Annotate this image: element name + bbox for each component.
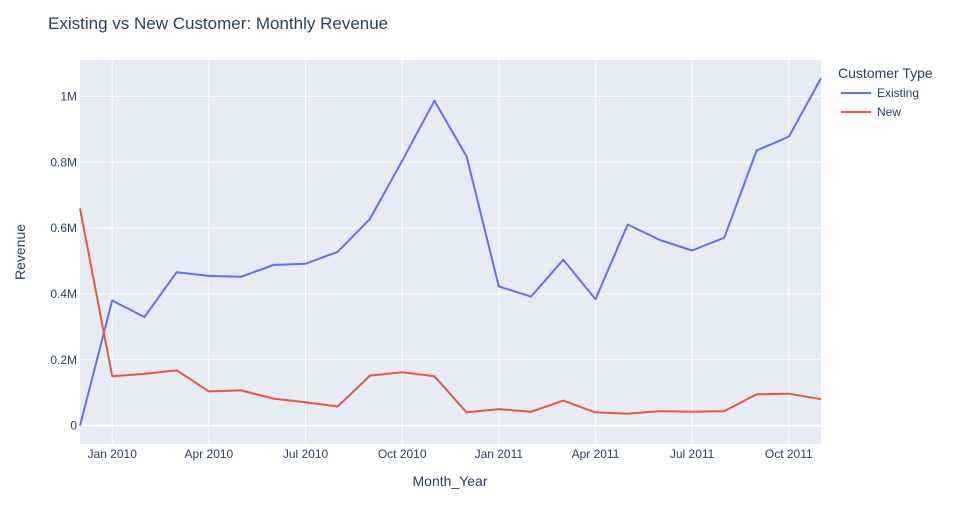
- legend: Customer Type Existing New: [838, 65, 933, 119]
- x-tick-label: Jul 2011: [670, 447, 715, 461]
- y-gridlines: [80, 96, 821, 427]
- y-axis-title: Revenue: [12, 224, 28, 280]
- legend-label: Existing: [877, 86, 919, 100]
- y-tick-labels: 0 0.2M 0.4M 0.6M 0.8M 1M: [50, 90, 77, 433]
- series-line-new: [79, 208, 822, 415]
- y-tick-label: 0: [70, 419, 77, 433]
- x-tick-label: Jan 2011: [475, 447, 524, 461]
- x-tick-labels: Jan 2010 Apr 2010 Jul 2010 Oct 2010 Jan 2011…: [88, 447, 813, 461]
- x-tick-label: Oct 2011: [765, 447, 813, 461]
- y-tick-label: 0.6M: [50, 221, 77, 235]
- series-line-existing: [79, 77, 822, 426]
- x-tick-label: Apr 2011: [572, 447, 620, 461]
- x-axis-title: Month_Year: [413, 473, 488, 489]
- x-tick-label: Jul 2010: [283, 447, 329, 461]
- y-tick-label: 0.8M: [50, 155, 77, 169]
- series-lines: [79, 77, 822, 426]
- legend-item-existing[interactable]: Existing: [841, 86, 919, 100]
- x-tick-label: Oct 2010: [378, 447, 427, 461]
- legend-title: Customer Type: [838, 65, 933, 81]
- x-gridlines: [111, 60, 790, 444]
- chart-title: Existing vs New Customer: Monthly Revenu…: [48, 14, 388, 33]
- legend-item-new[interactable]: New: [841, 105, 901, 119]
- y-tick-label: 0.2M: [50, 353, 77, 367]
- x-tick-label: Jan 2010: [88, 447, 138, 461]
- x-tick-label: Apr 2010: [185, 447, 234, 461]
- legend-label: New: [877, 105, 901, 119]
- y-tick-label: 0.4M: [50, 287, 77, 301]
- plot-area: [80, 60, 821, 444]
- y-tick-label: 1M: [60, 90, 77, 104]
